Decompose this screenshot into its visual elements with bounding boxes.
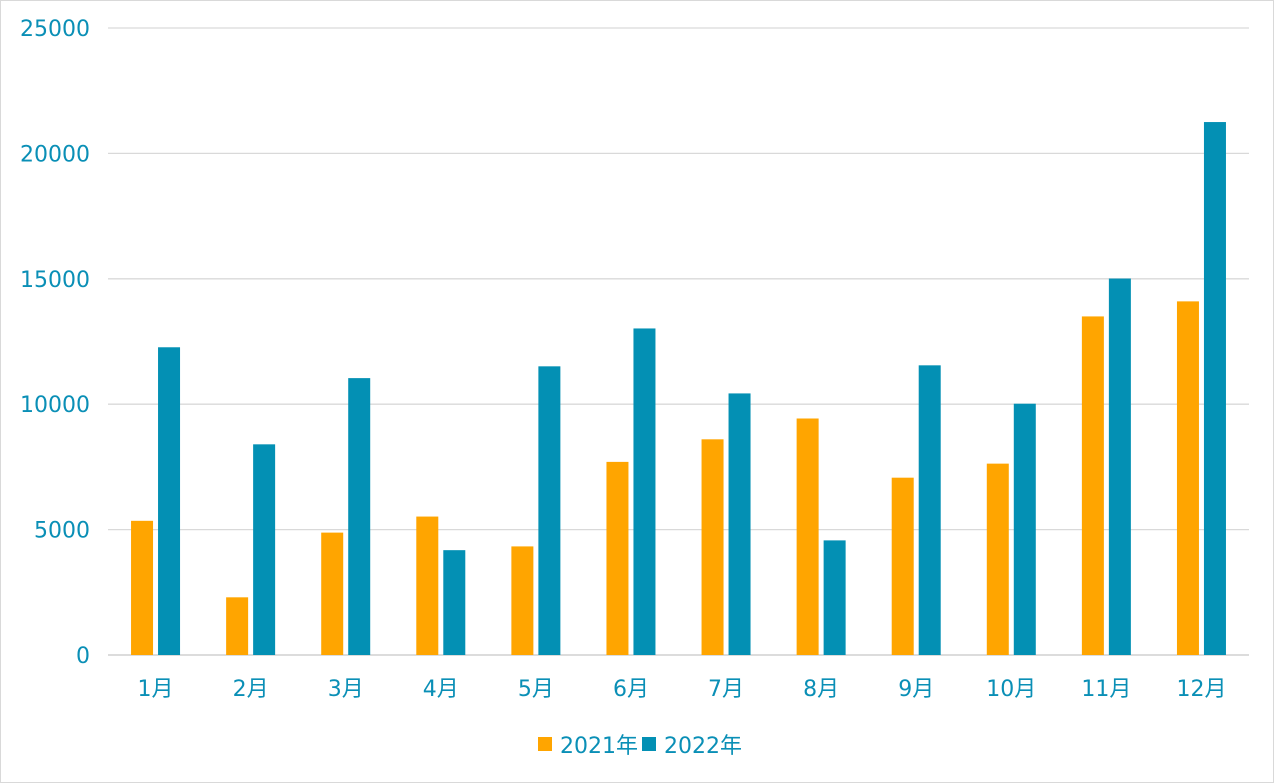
legend-label: 2022年: [664, 734, 742, 759]
x-tick-label: 12月: [1176, 677, 1226, 702]
bar-series-2: [158, 347, 181, 655]
bar-series-2: [823, 540, 846, 655]
x-tick-label: 1月: [138, 677, 174, 702]
x-tick-label: 2月: [233, 677, 269, 702]
bar-series-2: [633, 328, 656, 655]
bar-series-1: [796, 418, 819, 655]
x-tick-label: 8月: [803, 677, 839, 702]
bar-series-2: [443, 550, 466, 655]
bar-series-1: [1081, 316, 1104, 655]
bar-series-2: [918, 365, 941, 655]
legend-label: 2021年: [560, 734, 638, 759]
x-tick-label: 3月: [328, 677, 364, 702]
bar-series-1: [321, 532, 344, 655]
x-tick-label: 10月: [986, 677, 1036, 702]
bar-series-2: [728, 393, 751, 655]
bar-series-2: [253, 444, 276, 655]
y-tick-label: 10000: [20, 393, 90, 418]
bar-series-1: [891, 477, 914, 655]
x-tick-label: 7月: [708, 677, 744, 702]
bar-series-1: [416, 516, 439, 655]
y-tick-label: 0: [76, 644, 90, 669]
bar-series-2: [1203, 122, 1226, 656]
x-tick-label: 9月: [898, 677, 934, 702]
bar-series-1: [1176, 301, 1199, 655]
bar-series-1: [511, 546, 534, 655]
legend-swatch: [642, 737, 656, 751]
legend-swatch: [538, 737, 552, 751]
bar-series-1: [701, 439, 724, 655]
y-tick-label: 5000: [34, 519, 90, 544]
bar-series-1: [606, 461, 629, 655]
y-tick-label: 20000: [20, 142, 90, 167]
bar-series-2: [1013, 403, 1036, 655]
y-tick-label: 15000: [20, 268, 90, 293]
y-tick-label: 25000: [20, 17, 90, 42]
x-tick-label: 11月: [1081, 677, 1131, 702]
x-tick-label: 6月: [613, 677, 649, 702]
bar-series-2: [1108, 278, 1131, 655]
x-tick-label: 4月: [423, 677, 459, 702]
bar-series-2: [348, 378, 371, 655]
bar-series-1: [131, 520, 154, 655]
bar-series-1: [226, 597, 249, 655]
x-tick-label: 5月: [518, 677, 554, 702]
bar-series-2: [538, 366, 561, 655]
bar-series-1: [986, 463, 1009, 655]
